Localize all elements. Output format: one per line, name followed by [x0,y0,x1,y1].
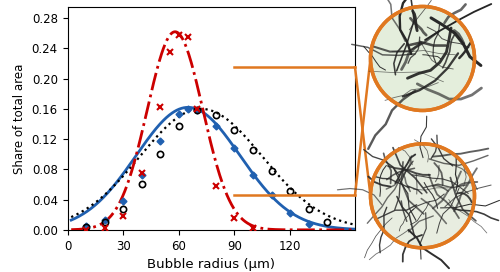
Circle shape [370,144,474,248]
Circle shape [370,7,474,110]
X-axis label: Bubble radius (μm): Bubble radius (μm) [147,258,275,271]
Y-axis label: Share of total area: Share of total area [13,63,26,174]
